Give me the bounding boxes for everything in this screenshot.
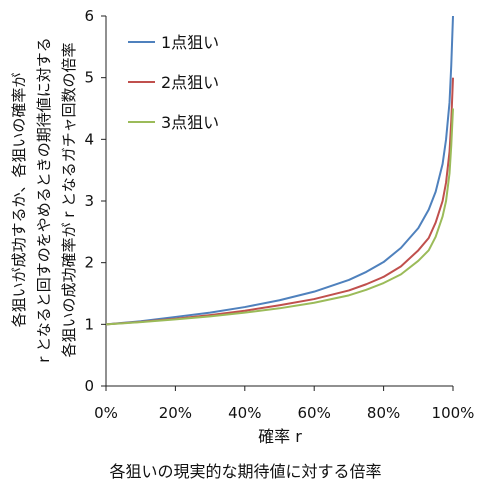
y-tick-label: 3 xyxy=(84,192,94,210)
series-line-1 xyxy=(105,15,454,326)
axes xyxy=(105,16,453,387)
figure-caption: 各狙いの現実的な期待値に対する倍率 xyxy=(109,462,382,481)
y-axis-title: 各狙いが成功するか、各狙いの確率が r となると回すのをやめるときの期待値に対す… xyxy=(10,37,78,363)
series-line-3 xyxy=(105,108,454,326)
y-tick-label: 2 xyxy=(84,254,94,272)
x-tick-label: 80% xyxy=(367,404,400,422)
x-axis-title: 確率 r xyxy=(258,427,302,446)
y-tick-label: 5 xyxy=(84,69,94,87)
x-tick-label: 0% xyxy=(94,404,118,422)
legend-label-1: 1点狙い xyxy=(161,33,219,52)
tick-marks xyxy=(101,15,454,391)
legend-label-3: 3点狙い xyxy=(161,113,219,132)
x-tick-label: 100% xyxy=(432,404,475,422)
x-tick-label: 60% xyxy=(298,404,331,422)
y-axis-title-line-2: r となると回すのをやめるときの期待値に対する xyxy=(35,37,53,363)
y-tick-label: 6 xyxy=(84,7,94,25)
y-tick-label: 4 xyxy=(84,130,94,148)
y-axis-title-line-3: 各狙いの成功確率が r となるガチャ回数の倍率 xyxy=(60,42,78,357)
series-line-2 xyxy=(105,77,454,326)
legend-label-2: 2点狙い xyxy=(161,73,219,92)
series-lines xyxy=(105,15,454,326)
x-tick-label: 20% xyxy=(159,404,192,422)
legend: 1点狙い 2点狙い 3点狙い xyxy=(128,33,219,132)
y-tick-label: 0 xyxy=(84,377,94,395)
y-tick-label: 1 xyxy=(84,315,94,333)
y-axis-title-line-1: 各狙いが成功するか、各狙いの確率が xyxy=(10,73,28,328)
x-tick-label: 40% xyxy=(228,404,261,422)
